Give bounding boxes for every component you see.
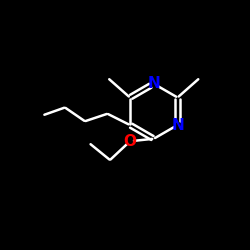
Text: N: N [148,76,160,91]
Text: O: O [124,134,136,149]
Text: N: N [171,118,184,132]
